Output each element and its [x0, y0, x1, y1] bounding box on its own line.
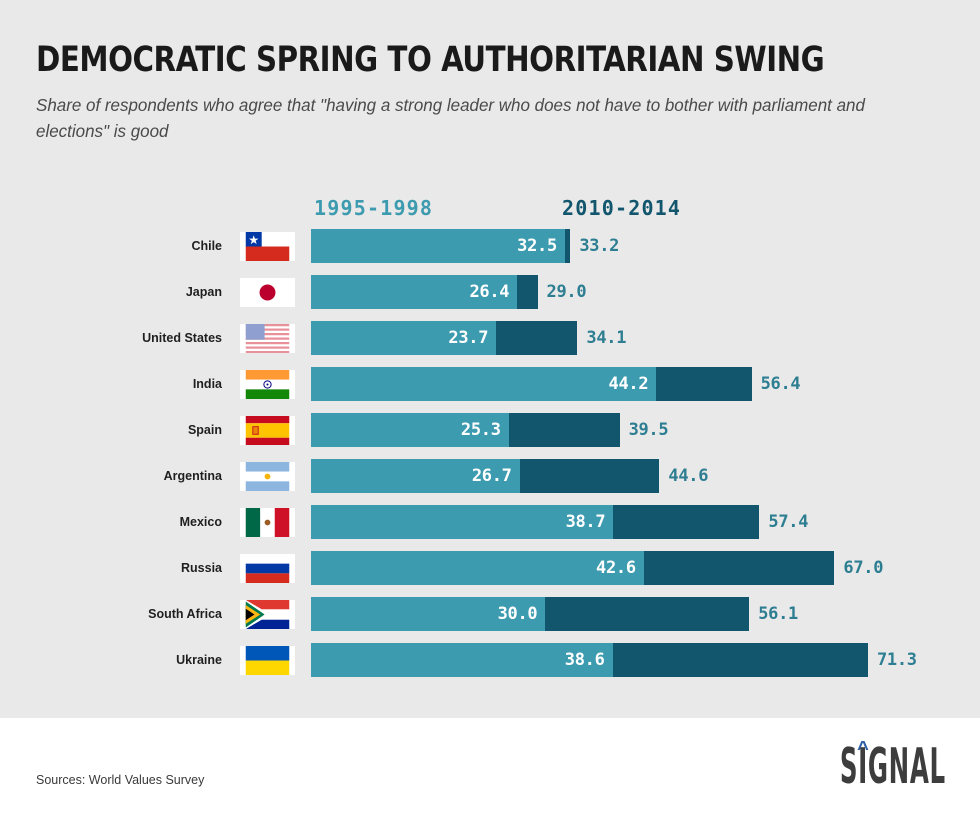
country-label: Chile [191, 239, 222, 253]
country-label: Spain [187, 423, 222, 437]
country-label: Ukraine [176, 653, 222, 667]
value-label-1995-1998: 42.6 [596, 558, 636, 578]
value-label-1995-1998: 30.0 [497, 604, 538, 624]
value-label-1995-1998: 38.7 [565, 512, 606, 532]
chart-area: DEMOCRATIC SPRING TO AUTHORITARIAN SWING… [0, 0, 980, 718]
bar-group: 42.6 67.0 [311, 551, 954, 585]
bar-group: 38.6 71.3 [311, 643, 980, 677]
signal-logo: ^ SIGNAL [775, 739, 946, 798]
table-row: Chile 32.5 33.2 [0, 229, 980, 275]
country-label: Russia [181, 561, 222, 575]
table-row: Argentina 26.7 44.6 [0, 459, 980, 505]
table-row: Mexico 38.7 57.4 [0, 505, 980, 551]
bar-group: 23.7 34.1 [311, 321, 697, 355]
logo-wordmark: SIGNAL [840, 738, 946, 796]
bar-segment-1995-1998 [311, 275, 518, 309]
bar-group: 26.7 44.6 [311, 459, 779, 493]
value-label-2010-2014: 44.6 [668, 466, 709, 486]
value-label-2010-2014: 29.0 [546, 282, 587, 302]
bar-segment-1995-1998 [311, 413, 509, 447]
country-label: South Africa [148, 607, 222, 621]
table-row: Russia 42.6 67.0 [0, 551, 980, 597]
sources-text: Sources: World Values Survey [36, 773, 205, 787]
bar-segment-1995-1998 [311, 505, 614, 539]
flag-russia-icon [240, 554, 295, 583]
bar-group: 44.2 56.4 [311, 367, 872, 401]
page-subtitle: Share of respondents who agree that "hav… [36, 95, 865, 141]
bar-group: 38.7 57.4 [311, 505, 879, 539]
flag-south-africa-icon [240, 600, 295, 629]
bar-group: 32.5 33.2 [311, 229, 690, 263]
table-row: South Africa 30.0 56.1 [0, 597, 980, 643]
value-label-2010-2014: 39.5 [628, 420, 669, 440]
bar-group: 30.0 56.1 [311, 597, 869, 631]
bar-segment-1995-1998 [311, 459, 520, 493]
value-label-1995-1998: 26.4 [469, 282, 510, 302]
value-label-1995-1998: 44.2 [608, 374, 649, 394]
value-label-2010-2014: 71.3 [877, 650, 917, 670]
country-label: India [192, 377, 222, 391]
flag-mexico-icon [240, 508, 295, 537]
flag-argentina-icon [240, 462, 295, 491]
bar-segment-1995-1998 [311, 367, 657, 401]
flag-japan-icon [240, 278, 295, 307]
logo-circumflex-icon: ^ [857, 738, 869, 760]
table-row: India 44.2 56.4 [0, 367, 980, 413]
bar-segment-1995-1998 [311, 229, 565, 263]
country-label: Mexico [179, 515, 222, 529]
bar-rows: Chile 32.5 33.2 Japan 26.4 29.0 United States 2… [0, 229, 980, 689]
flag-united-states-icon [240, 324, 295, 353]
value-label-2010-2014: 57.4 [768, 512, 809, 532]
value-label-1995-1998: 23.7 [448, 328, 489, 348]
bar-group: 26.4 29.0 [311, 275, 658, 309]
bar-segment-1995-1998 [311, 597, 546, 631]
flag-spain-icon [240, 416, 295, 445]
value-label-1995-1998: 26.7 [471, 466, 512, 486]
value-label-1995-1998: 32.5 [517, 236, 557, 256]
legend-label-1995-1998: 1995-1998 [314, 196, 434, 220]
flag-ukraine-icon [240, 646, 295, 675]
table-row: Spain 25.3 39.5 [0, 413, 980, 459]
bar-segment-1995-1998 [311, 643, 613, 677]
value-label-2010-2014: 56.1 [758, 604, 798, 624]
value-label-2010-2014: 67.0 [843, 558, 884, 578]
flag-india-icon [240, 370, 295, 399]
country-label: United States [142, 331, 222, 345]
value-label-2010-2014: 34.1 [586, 328, 627, 348]
table-row: Ukraine 38.6 71.3 [0, 643, 980, 689]
legend-label-2010-2014: 2010-2014 [562, 196, 682, 220]
footer: Sources: World Values Survey ^ SIGNAL [0, 718, 980, 817]
bar-group: 25.3 39.5 [311, 413, 740, 447]
value-label-2010-2014: 56.4 [760, 374, 801, 394]
table-row: Japan 26.4 29.0 [0, 275, 980, 321]
value-label-1995-1998: 38.6 [564, 650, 605, 670]
page-title: DEMOCRATIC SPRING TO AUTHORITARIAN SWING [36, 40, 825, 80]
bar-segment-1995-1998 [311, 321, 497, 355]
country-label: Argentina [163, 469, 222, 483]
value-label-2010-2014: 33.2 [579, 236, 620, 256]
bar-segment-1995-1998 [311, 551, 644, 585]
value-label-1995-1998: 25.3 [460, 420, 501, 440]
table-row: United States 23.7 34.1 [0, 321, 980, 367]
flag-chile-icon [240, 232, 295, 261]
country-label: Japan [185, 285, 222, 299]
